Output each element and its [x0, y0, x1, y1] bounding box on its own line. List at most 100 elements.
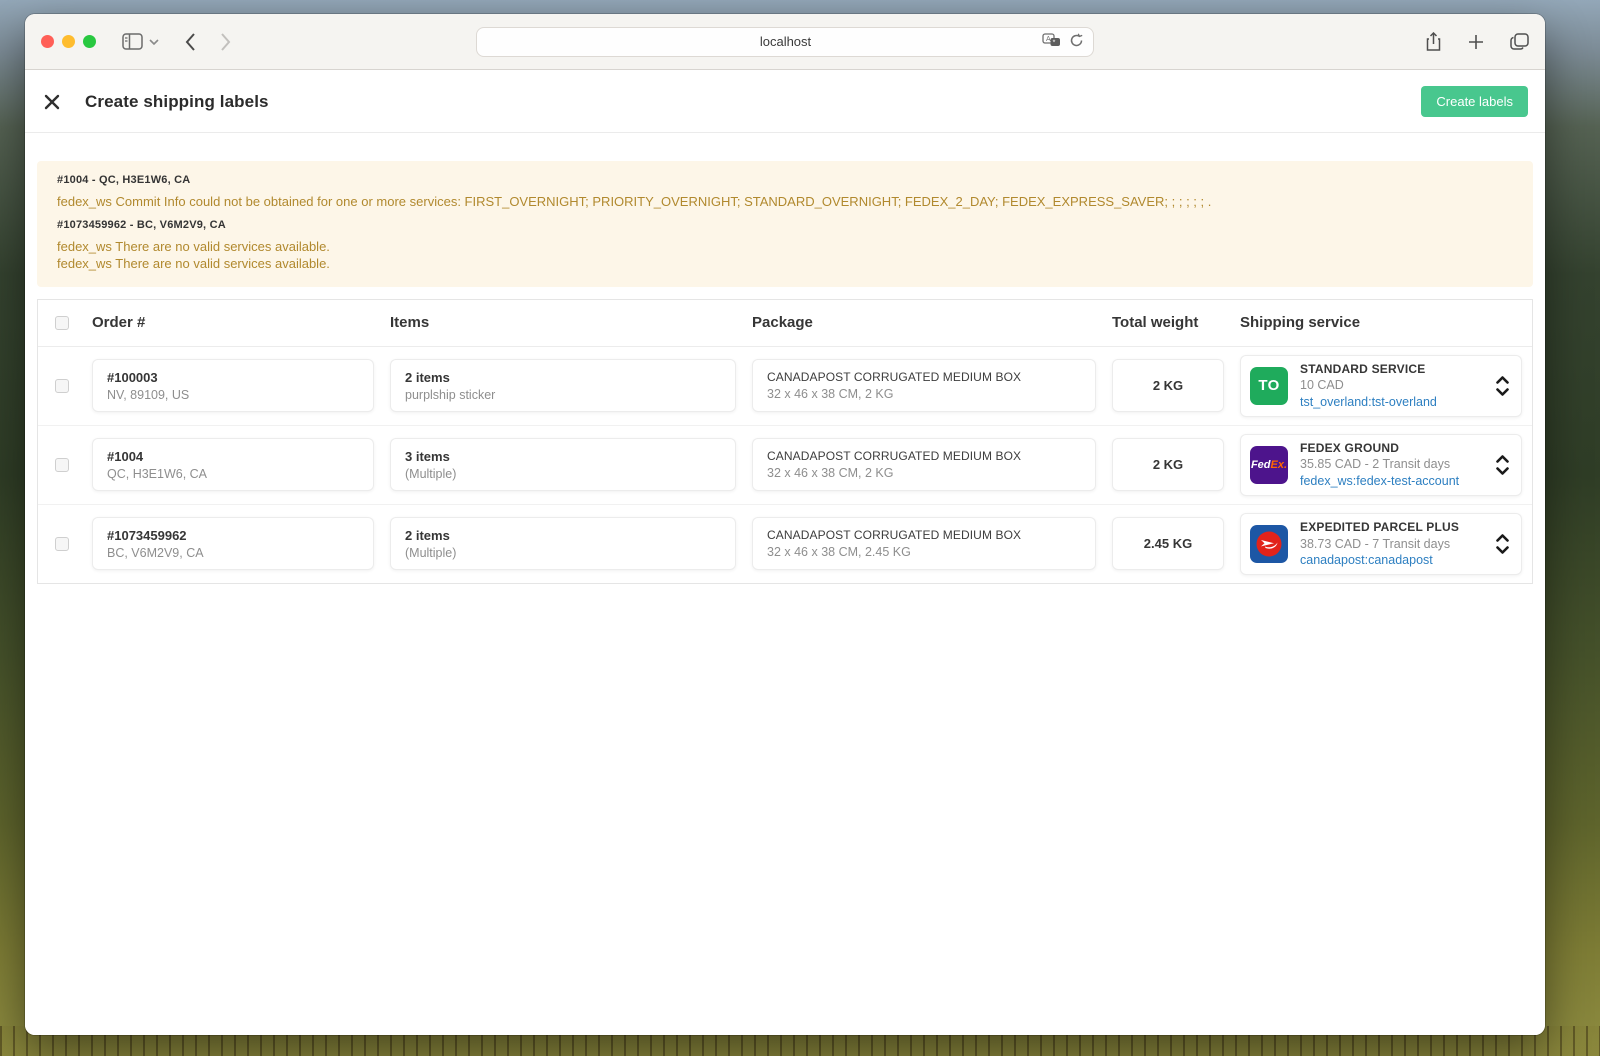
alert-message: fedex_ws There are no valid services ava… [57, 239, 330, 271]
package-name: CANADAPOST CORRUGATED MEDIUM BOX [767, 449, 1022, 464]
service-stepper[interactable] [1496, 455, 1509, 475]
service-card[interactable]: TO STANDARD SERVICE 10 CAD tst_overland:… [1240, 354, 1522, 417]
back-icon[interactable] [185, 32, 196, 51]
table-header: Order # Items Package Total weight Shipp… [38, 300, 1532, 347]
package-name: CANADAPOST CORRUGATED MEDIUM BOX [767, 370, 1022, 385]
svg-text:A: A [1046, 36, 1051, 43]
alert-group: #1004 - QC, H3E1W6, CA fedex_ws Commit I… [57, 174, 1513, 210]
warning-alert: #1004 - QC, H3E1W6, CA fedex_ws Commit I… [37, 161, 1533, 287]
column-package: Package [752, 314, 813, 332]
chevron-down-icon[interactable] [149, 38, 159, 45]
order-card[interactable]: #1004 QC, H3E1W6, CA [92, 438, 374, 492]
weight-card: 2 KG [1112, 438, 1224, 492]
column-shipping-service: Shipping service [1240, 314, 1361, 332]
table-body: #100003 NV, 89109, US 2 items purplship … [38, 347, 1532, 583]
service-account-link[interactable]: canadapost:canadapost [1300, 552, 1433, 567]
package-name: CANADAPOST CORRUGATED MEDIUM BOX [767, 528, 1022, 543]
weight-card: 2.45 KG [1112, 517, 1224, 571]
table-row: #100003 NV, 89109, US 2 items purplship … [38, 347, 1532, 426]
reload-icon[interactable] [1069, 32, 1084, 51]
service-account-link[interactable]: tst_overland:tst-overland [1300, 394, 1437, 409]
package-detail: 32 x 46 x 38 CM, 2 KG [767, 387, 894, 402]
canadapost-logo [1250, 524, 1288, 563]
chevron-down-icon [1496, 546, 1509, 554]
order-location: BC, V6M2V9, CA [107, 545, 204, 560]
close-icon[interactable] [43, 93, 61, 111]
minimize-window-button[interactable] [62, 35, 75, 48]
page-header: Create shipping labels Create labels [25, 70, 1545, 133]
sidebar-icon[interactable] [122, 33, 143, 50]
row-checkbox[interactable] [55, 536, 69, 551]
row-checkbox[interactable] [55, 457, 69, 472]
items-detail: purplship sticker [405, 387, 496, 402]
service-account-link[interactable]: fedex_ws:fedex-test-account [1300, 473, 1460, 488]
package-card[interactable]: CANADAPOST CORRUGATED MEDIUM BOX 32 x 46… [752, 438, 1096, 492]
row-checkbox[interactable] [55, 378, 69, 393]
browser-window: localhost A * [25, 14, 1545, 1035]
column-order: Order # [92, 314, 146, 332]
items-card[interactable]: 2 items (Multiple) [390, 517, 736, 571]
order-number: #1004 [107, 448, 144, 464]
alert-order-ref: #1004 - QC, H3E1W6, CA [57, 174, 191, 186]
service-name: EXPEDITED PARCEL PLUS [1300, 519, 1460, 534]
table-row: #1004 QC, H3E1W6, CA 3 items (Multiple) … [38, 426, 1532, 505]
browser-toolbar: localhost A * [25, 14, 1545, 70]
create-labels-button[interactable]: Create labels [1421, 86, 1528, 117]
tst-overland-logo: TO [1250, 366, 1288, 405]
new-tab-icon[interactable] [1468, 34, 1484, 50]
items-card[interactable]: 2 items purplship sticker [390, 359, 736, 413]
weight-card: 2 KG [1112, 359, 1224, 413]
alert-message: fedex_ws Commit Info could not be obtain… [57, 194, 1212, 209]
service-card[interactable]: EXPEDITED PARCEL PLUS 38.73 CAD - 7 Tran… [1240, 512, 1522, 576]
alert-group: #1073459962 - BC, V6M2V9, CA fedex_ws Th… [57, 219, 1513, 272]
share-icon[interactable] [1425, 31, 1442, 52]
chevron-up-icon [1496, 534, 1509, 542]
order-card[interactable]: #100003 NV, 89109, US [92, 359, 374, 413]
total-weight-value: 2 KG [1152, 378, 1184, 394]
service-rate: 38.73 CAD - 7 Transit days [1300, 536, 1451, 551]
chevron-down-icon [1496, 387, 1509, 396]
close-window-button[interactable] [41, 35, 54, 48]
package-detail: 32 x 46 x 38 CM, 2 KG [767, 466, 894, 481]
translate-icon[interactable]: A * [1042, 32, 1061, 51]
table-row: #1073459962 BC, V6M2V9, CA 2 items (Mult… [38, 505, 1532, 583]
zoom-window-button[interactable] [83, 35, 96, 48]
total-weight-value: 2 KG [1152, 457, 1184, 473]
select-all-checkbox[interactable] [55, 315, 69, 330]
service-stepper[interactable] [1496, 534, 1509, 554]
column-items: Items [390, 314, 430, 332]
service-card[interactable]: Fed Ex. FEDEX GROUND 35.85 CAD - 2 Transi… [1240, 433, 1522, 496]
package-card[interactable]: CANADAPOST CORRUGATED MEDIUM BOX 32 x 46… [752, 517, 1096, 571]
order-location: QC, H3E1W6, CA [107, 466, 208, 481]
package-detail: 32 x 46 x 38 CM, 2.45 KG [767, 545, 911, 560]
address-bar[interactable]: localhost A * [476, 26, 1094, 57]
service-name: FEDEX GROUND [1300, 440, 1400, 455]
order-card[interactable]: #1073459962 BC, V6M2V9, CA [92, 517, 374, 571]
items-card[interactable]: 3 items (Multiple) [390, 438, 736, 492]
forward-icon[interactable] [220, 32, 231, 51]
order-number: #100003 [107, 369, 158, 385]
package-card[interactable]: CANADAPOST CORRUGATED MEDIUM BOX 32 x 46… [752, 359, 1096, 413]
tabs-icon[interactable] [1510, 33, 1529, 50]
service-stepper[interactable] [1496, 375, 1509, 396]
items-detail: (Multiple) [405, 545, 457, 560]
items-count: 2 items [405, 527, 450, 543]
traffic-lights [41, 35, 96, 48]
chevron-up-icon [1496, 455, 1509, 463]
order-location: NV, 89109, US [107, 387, 190, 402]
items-count: 2 items [405, 369, 450, 385]
service-rate: 10 CAD [1300, 378, 1344, 393]
page-content: Create shipping labels Create labels #10… [25, 70, 1545, 1035]
shipments-table: Order # Items Package Total weight Shipp… [37, 298, 1533, 585]
svg-text:*: * [1053, 39, 1056, 46]
items-detail: (Multiple) [405, 466, 457, 481]
fedex-logo: Fed Ex. [1250, 445, 1288, 484]
service-name: STANDARD SERVICE [1300, 361, 1426, 376]
url-text: localhost [759, 34, 812, 49]
page-title: Create shipping labels [85, 91, 269, 111]
total-weight-value: 2.45 KG [1143, 536, 1193, 552]
items-count: 3 items [405, 448, 450, 464]
chevron-down-icon [1496, 467, 1509, 475]
order-number: #1073459962 [107, 527, 187, 543]
chevron-up-icon [1496, 375, 1509, 384]
